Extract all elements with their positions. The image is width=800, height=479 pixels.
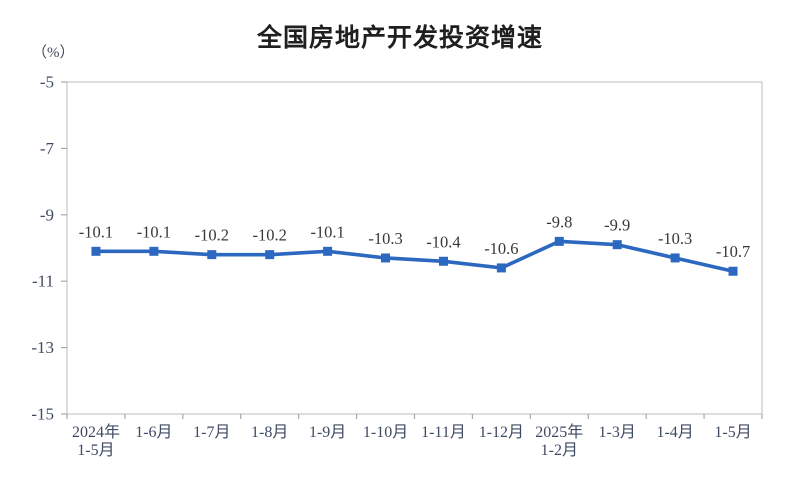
data-point-marker xyxy=(381,253,391,263)
data-label: -10.6 xyxy=(484,239,518,258)
data-point-marker xyxy=(438,256,448,266)
y-axis-label: -11 xyxy=(32,272,54,291)
x-axis-label: 1-11月 xyxy=(421,424,466,441)
data-point-marker xyxy=(149,246,159,256)
data-label: -10.2 xyxy=(195,226,229,245)
data-label: -10.1 xyxy=(79,222,113,241)
x-axis-label: 1-3月 xyxy=(599,424,636,441)
data-point-marker xyxy=(612,240,622,250)
data-point-marker xyxy=(265,250,275,260)
data-label: -10.2 xyxy=(253,226,287,245)
x-axis-label: 1-7月 xyxy=(193,424,230,441)
data-point-marker xyxy=(91,246,101,256)
data-label: -10.3 xyxy=(658,229,692,248)
plot-border xyxy=(66,81,763,415)
x-axis-label: 1-12月 xyxy=(479,424,524,441)
x-axis-label: 2024年 1-5月 xyxy=(72,423,120,459)
x-axis-label: 1-9月 xyxy=(309,424,346,441)
data-label: -10.7 xyxy=(716,242,750,261)
data-label: -10.3 xyxy=(368,229,402,248)
y-axis-label: -13 xyxy=(31,338,54,357)
chart-title: 全国房地产开发投资增速 xyxy=(256,24,543,52)
data-label: -9.8 xyxy=(546,212,572,231)
data-label: -10.1 xyxy=(137,222,171,241)
y-axis-label: -15 xyxy=(31,405,54,424)
data-point-marker xyxy=(323,246,333,256)
x-axis-label: 1-4月 xyxy=(656,424,693,441)
series-line xyxy=(95,239,734,273)
y-axis-unit-label: （%） xyxy=(32,45,75,61)
x-axis-label: 2025年 1-2月 xyxy=(535,423,583,459)
data-point-marker xyxy=(554,236,564,246)
y-axis-label: -7 xyxy=(40,139,55,158)
x-axis-label: 1-10月 xyxy=(363,424,408,441)
data-point-marker xyxy=(728,266,738,276)
data-label: -10.1 xyxy=(310,222,344,241)
x-axis-label: 1-6月 xyxy=(135,424,172,441)
data-label: -10.4 xyxy=(426,232,460,251)
data-point-marker xyxy=(670,253,680,263)
y-axis-label: -9 xyxy=(40,205,54,224)
x-axis-label: 1-8月 xyxy=(251,424,288,441)
data-point-marker xyxy=(496,263,506,273)
x-axis-label: 1-5月 xyxy=(714,424,751,441)
y-axis-label: -5 xyxy=(40,73,54,92)
data-label: -9.9 xyxy=(604,216,630,235)
data-point-marker xyxy=(207,250,217,260)
